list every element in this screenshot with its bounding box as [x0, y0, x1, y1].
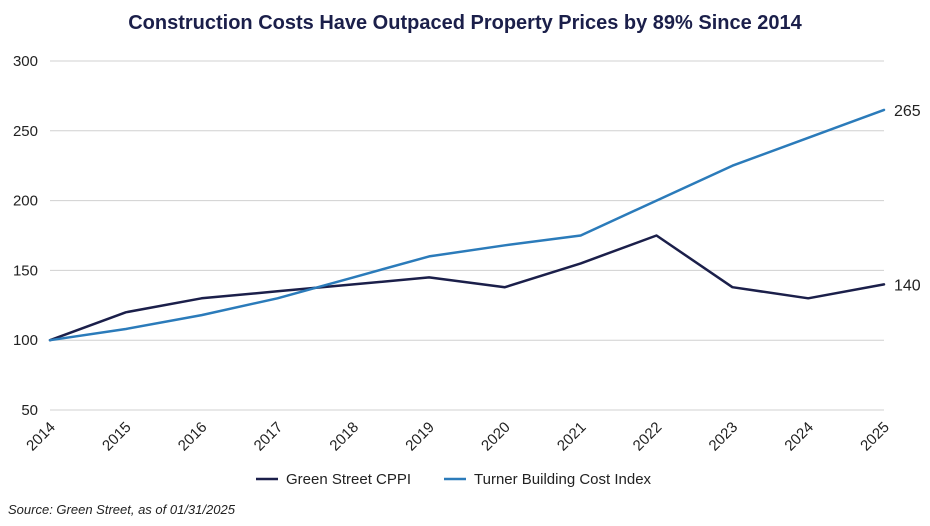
x-tick-label: 2024	[781, 419, 817, 455]
legend: Green Street CPPI Turner Building Cost In…	[256, 471, 652, 488]
x-tick-label: 2021	[554, 419, 590, 455]
x-tick-label: 2015	[99, 419, 135, 455]
x-tick-label: 2020	[478, 419, 514, 455]
x-tick-label: 2016	[175, 419, 211, 455]
y-tick-label: 300	[13, 53, 38, 70]
y-tick-label: 250	[13, 123, 38, 140]
x-tick-label: 2023	[706, 419, 742, 455]
x-axis-ticks: 2014 2015 2016 2017 2018 2019 2020 2021 2022 2023…	[23, 419, 893, 455]
y-axis-ticks: 300 250 200 150 100 50	[13, 53, 38, 419]
y-tick-label: 200	[13, 193, 38, 210]
x-tick-label: 2022	[630, 419, 666, 455]
x-tick-label: 2018	[326, 419, 362, 455]
chart-title: Construction Costs Have Outpaced Propert…	[128, 12, 802, 34]
y-tick-label: 150	[13, 262, 38, 279]
series-line-1	[48, 234, 886, 342]
legend-label: Green Street CPPI	[286, 471, 411, 488]
x-tick-label: 2017	[251, 419, 287, 455]
end-value-label: 140	[894, 277, 921, 294]
source-note: Source: Green Street, as of 01/31/2025	[8, 502, 236, 517]
x-tick-label: 2025	[857, 419, 893, 455]
x-tick-label: 2014	[23, 419, 59, 455]
end-value-label: 265	[894, 103, 921, 120]
legend-label: Turner Building Cost Index	[474, 471, 652, 488]
end-labels: 140 265	[894, 103, 921, 294]
y-tick-label: 100	[13, 332, 38, 349]
gridlines	[50, 60, 884, 411]
x-tick-label: 2019	[402, 419, 438, 455]
series-lines	[48, 108, 886, 342]
y-tick-label: 50	[21, 402, 38, 419]
series-line-2	[48, 108, 886, 342]
